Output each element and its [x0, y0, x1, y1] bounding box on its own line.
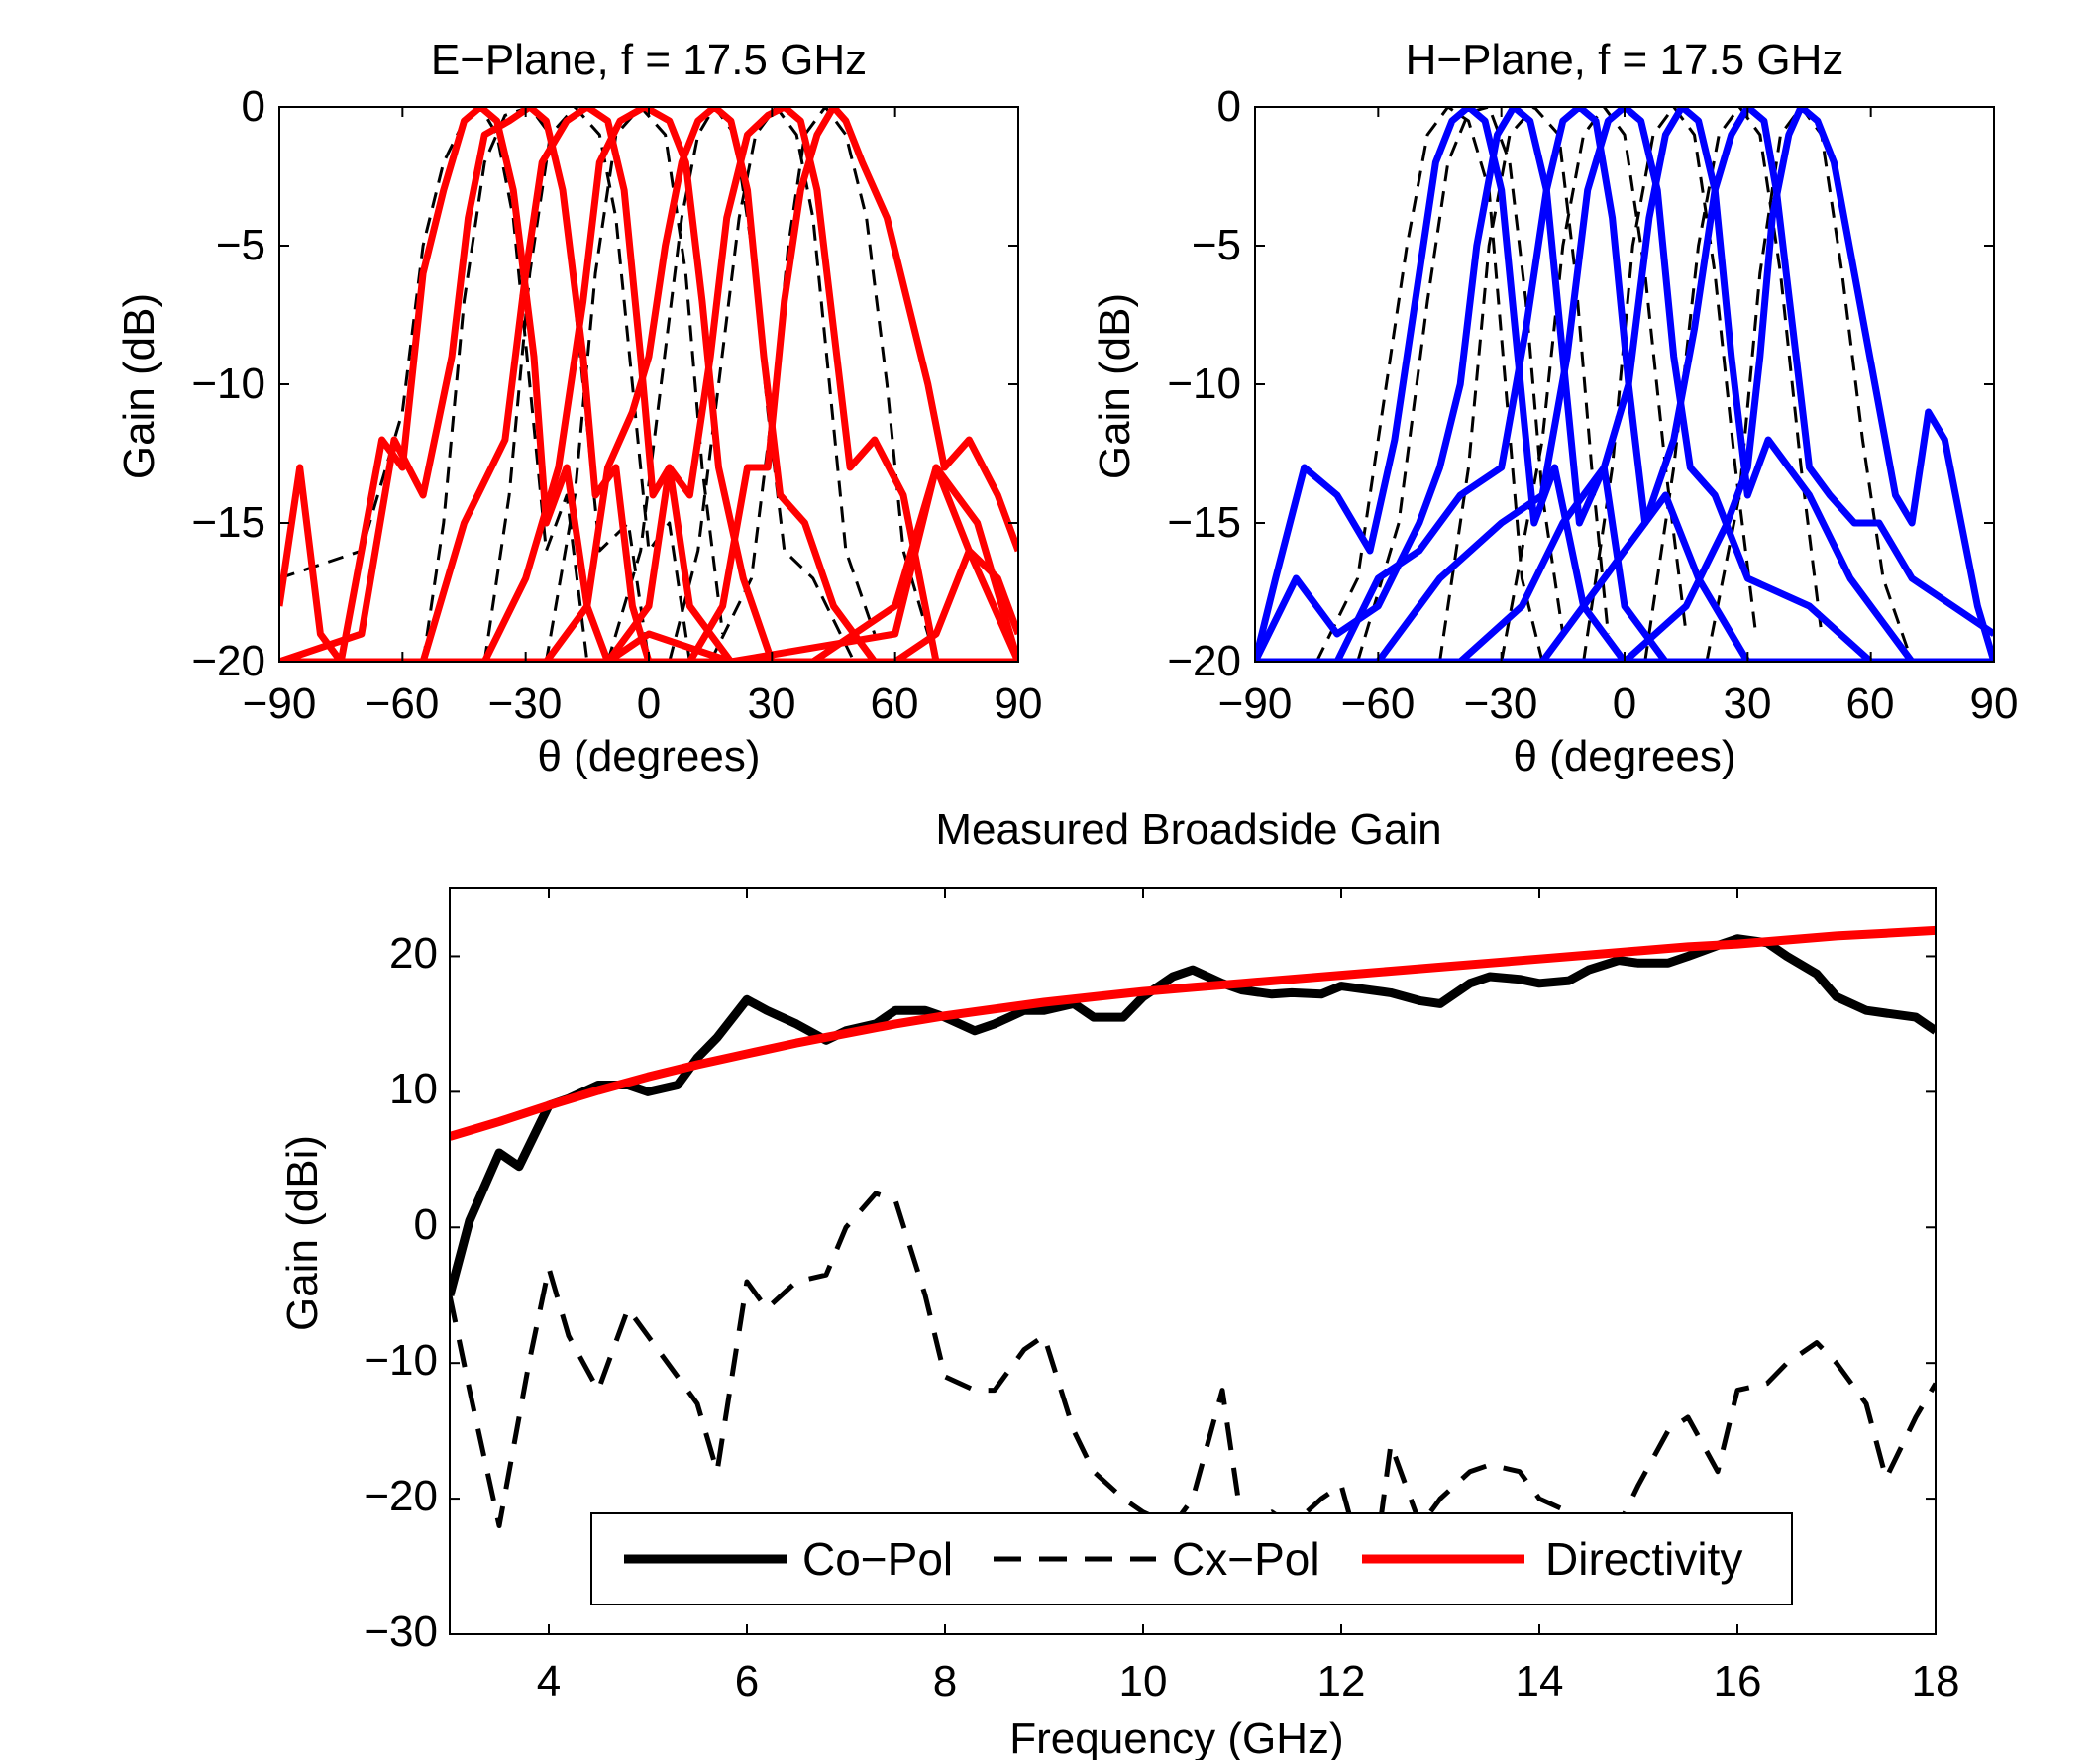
hplane-xtick-label: 30 [1724, 679, 1772, 728]
eplane-ytick-label: 0 [242, 82, 265, 131]
broadside-xtick-label: 6 [735, 1657, 759, 1706]
hplane-measured-beam-line [1255, 107, 1994, 662]
hplane-simulated-beam-line [1314, 107, 1544, 662]
hplane-ytick-label: 0 [1217, 82, 1241, 131]
hplane-tick-marks [1254, 106, 1995, 663]
legend-label-cx-pol: Cx−Pol [1172, 1533, 1320, 1585]
broadside-series-co-pol [450, 934, 1936, 1296]
broadside-ytick-label: −30 [364, 1607, 438, 1656]
hplane-series [1255, 107, 1994, 662]
eplane-measured-beam-line [279, 107, 1018, 662]
hplane-ytick-label: −20 [1167, 637, 1241, 685]
broadside-title: Measured Broadside Gain [935, 805, 1441, 854]
eplane-simulated-beam-line [544, 107, 725, 662]
hplane-xtick-label: 90 [1970, 679, 2019, 728]
hplane-simulated-beam-line [1705, 107, 1914, 662]
hplane-title: H−Plane, f = 17.5 GHz [1406, 36, 1844, 84]
eplane-measured-beam-line [279, 107, 1018, 662]
broadside-series [450, 925, 1936, 1597]
broadside-xtick-label: 8 [933, 1657, 957, 1706]
broadside-gain-chart: Measured Broadside Gain Frequency (GHz) … [278, 805, 1959, 1760]
eplane-xtick-label: 90 [995, 679, 1043, 728]
hplane-measured-beam-line [1255, 107, 1994, 662]
eplane-ytick-label: −5 [216, 221, 265, 269]
legend-label-directivity: Directivity [1545, 1533, 1742, 1585]
eplane-plot-frame [278, 106, 1019, 663]
hplane-xtick-label: −30 [1464, 679, 1538, 728]
legend-item-cx-pol: Cx−Pol [994, 1533, 1320, 1585]
eplane-ytick-label: −15 [191, 498, 265, 547]
hplane-xtick-label: −90 [1218, 679, 1293, 728]
broadside-ytick-label: −20 [364, 1472, 438, 1520]
hplane-simulated-beam-line [1500, 107, 1688, 662]
broadside-ytick-label: 10 [389, 1065, 438, 1113]
broadside-xticks: 4 6 8 10 12 14 16 18 [537, 1657, 1960, 1706]
broadside-xtick-label: 12 [1317, 1657, 1366, 1706]
hplane-ylabel: Gain (dB) [1091, 293, 1139, 479]
eplane-xtick-label: −30 [488, 679, 563, 728]
eplane-xtick-label: 0 [637, 679, 661, 728]
broadside-ytick-label: −10 [364, 1336, 438, 1385]
hplane-measured-beam-line [1255, 107, 1994, 662]
hplane-xticks: −90 −60 −30 0 30 60 90 [1218, 679, 2019, 728]
legend-item-co-pol: Co−Pol [624, 1533, 953, 1585]
eplane-ylabel: Gain (dB) [115, 293, 163, 479]
eplane-measured-beam-line [279, 107, 1018, 662]
eplane-measured-beam-line [279, 107, 1018, 662]
eplane-xticks: −90 −60 −30 0 30 60 90 [243, 679, 1043, 728]
eplane-xtick-label: −90 [243, 679, 317, 728]
legend-item-directivity: Directivity [1362, 1533, 1742, 1585]
eplane-ytick-label: −20 [191, 637, 265, 685]
broadside-ytick-label: 20 [389, 929, 438, 978]
eplane-measured-beam-line [279, 107, 1018, 662]
eplane-yticks: 0 −5 −10 −15 −20 [191, 82, 265, 685]
hplane-measured-beam-line [1255, 107, 1994, 662]
eplane-chart: E−Plane, f = 17.5 GHz θ (degrees) Gain (… [115, 36, 1042, 780]
hplane-simulated-beam-line [1438, 107, 1610, 662]
hplane-ytick-label: −5 [1192, 221, 1241, 269]
hplane-plot-frame [1254, 106, 1995, 663]
broadside-plot-frame [449, 887, 1937, 1635]
eplane-series [279, 107, 1018, 662]
broadside-xtick-label: 16 [1714, 1657, 1762, 1706]
hplane-simulated-beam-line [1582, 107, 1758, 662]
hplane-measured-beam-line [1255, 107, 1994, 662]
eplane-xtick-label: 60 [871, 679, 919, 728]
legend: Co−Pol Cx−Pol Directivity [590, 1512, 1793, 1605]
broadside-series-cx-pol [450, 1191, 1936, 1597]
broadside-xtick-label: 18 [1912, 1657, 1960, 1706]
hplane-xtick-label: 60 [1846, 679, 1895, 728]
eplane-simulated-beam-line [421, 107, 651, 662]
eplane-xtick-label: 30 [748, 679, 796, 728]
hplane-yticks: 0 −5 −10 −15 −20 [1167, 82, 1241, 685]
hplane-xtick-label: −60 [1341, 679, 1416, 728]
hplane-measured-beam-line [1255, 107, 1994, 662]
hplane-ytick-label: −15 [1167, 498, 1241, 547]
eplane-title: E−Plane, f = 17.5 GHz [431, 36, 867, 84]
eplane-xlabel: θ (degrees) [537, 732, 760, 780]
broadside-ylabel: Gain (dBi) [278, 1135, 327, 1331]
broadside-xtick-label: 14 [1516, 1657, 1564, 1706]
hplane-chart: H−Plane, f = 17.5 GHz θ (degrees) Gain (… [1091, 36, 2018, 780]
hplane-measured-beam-line [1255, 107, 1994, 662]
broadside-xlabel: Frequency (GHz) [1009, 1714, 1343, 1760]
broadside-xtick-label: 4 [537, 1657, 561, 1706]
hplane-ytick-label: −10 [1167, 360, 1241, 408]
broadside-xtick-label: 10 [1119, 1657, 1168, 1706]
eplane-xtick-label: −60 [366, 679, 440, 728]
hplane-simulated-beam-line [1356, 107, 1565, 662]
hplane-xtick-label: 0 [1613, 679, 1636, 728]
broadside-ytick-label: 0 [414, 1200, 438, 1249]
eplane-simulated-beam-line [668, 107, 877, 662]
legend-box [590, 1512, 1793, 1605]
eplane-ytick-label: −10 [191, 360, 265, 408]
legend-label-co-pol: Co−Pol [802, 1533, 953, 1585]
broadside-yticks: 20 10 0 −10 −20 −30 [364, 929, 438, 1656]
hplane-xlabel: θ (degrees) [1513, 732, 1735, 780]
broadside-series-directivity [450, 925, 1936, 1141]
